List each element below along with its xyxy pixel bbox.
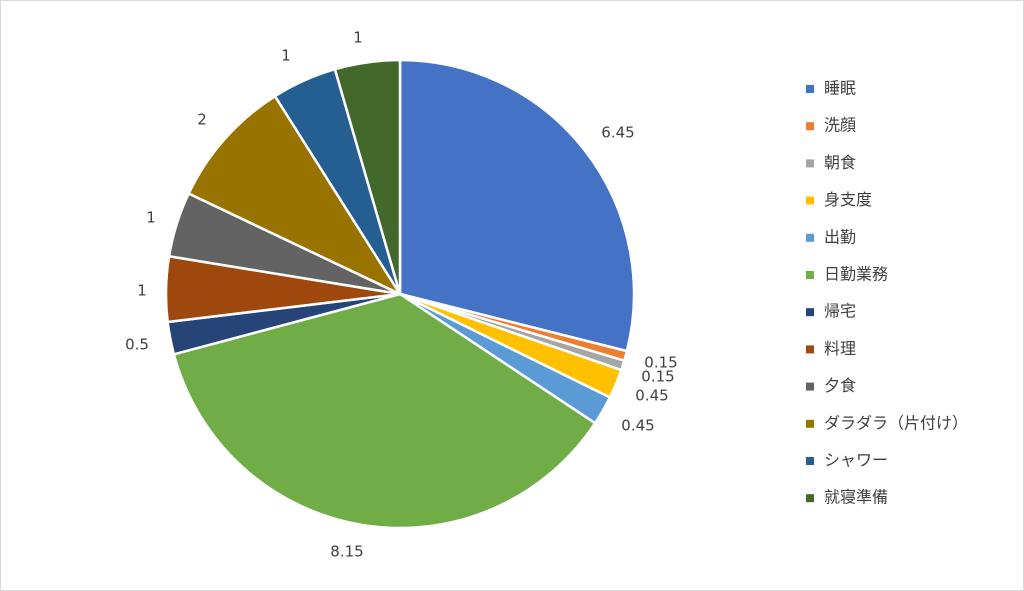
- data-label-6: 8.15: [330, 543, 363, 561]
- legend-label-7: 帰宅: [824, 302, 856, 321]
- data-label-11: 1: [281, 47, 291, 65]
- legend-label-10: ダラダラ（片付け）: [824, 413, 968, 432]
- pie-slice-10: [187, 94, 402, 296]
- data-label-3: 0.15: [641, 368, 674, 386]
- legend-marker-10: [806, 419, 814, 428]
- pie-slices: [164, 58, 636, 530]
- legend-marker-9: [806, 382, 814, 391]
- data-label-8: 1: [137, 282, 147, 300]
- legend-marker-6: [806, 271, 814, 279]
- legend-label-8: 料理: [824, 339, 856, 358]
- legend-label-3: 朝食: [824, 153, 856, 172]
- data-label-7: 0.5: [125, 336, 149, 354]
- pie-slice-6: [172, 292, 597, 530]
- data-label-1: 6.45: [601, 124, 634, 142]
- pie-slice-1: [398, 58, 636, 353]
- data-label-5: 0.45: [621, 417, 654, 435]
- legend-marker-12: [806, 494, 814, 503]
- data-label-9: 1: [146, 209, 156, 227]
- legend-label-2: 洗顔: [824, 116, 856, 135]
- legend-marker-1: [806, 85, 814, 93]
- data-label-10: 2: [197, 111, 207, 129]
- legend-marker-11: [806, 457, 814, 465]
- legend-marker-4: [806, 196, 814, 205]
- pie-slice-12: [333, 58, 402, 296]
- legend-label-1: 睡眠: [824, 79, 856, 98]
- data-label-2: 0.15: [644, 354, 677, 372]
- data-label-4: 0.45: [635, 387, 668, 405]
- legend-marker-8: [806, 345, 814, 354]
- legend-label-12: 就寝準備: [824, 488, 888, 507]
- legend-label-11: シャワー: [824, 451, 888, 470]
- legend-label-4: 身支度: [824, 190, 872, 209]
- legend-marker-7: [806, 308, 814, 317]
- legend-label-9: 夕食: [824, 376, 856, 395]
- legend-marker-3: [806, 159, 814, 168]
- legend-marker-5: [806, 233, 814, 242]
- legend-marker-2: [806, 122, 814, 131]
- legend-label-6: 日勤業務: [824, 265, 888, 284]
- data-label-12: 1: [353, 29, 363, 47]
- legend-label-5: 出勤: [824, 227, 856, 246]
